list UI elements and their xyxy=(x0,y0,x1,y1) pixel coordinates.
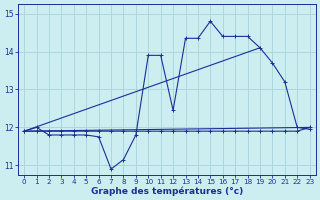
X-axis label: Graphe des températures (°c): Graphe des températures (°c) xyxy=(91,186,243,196)
